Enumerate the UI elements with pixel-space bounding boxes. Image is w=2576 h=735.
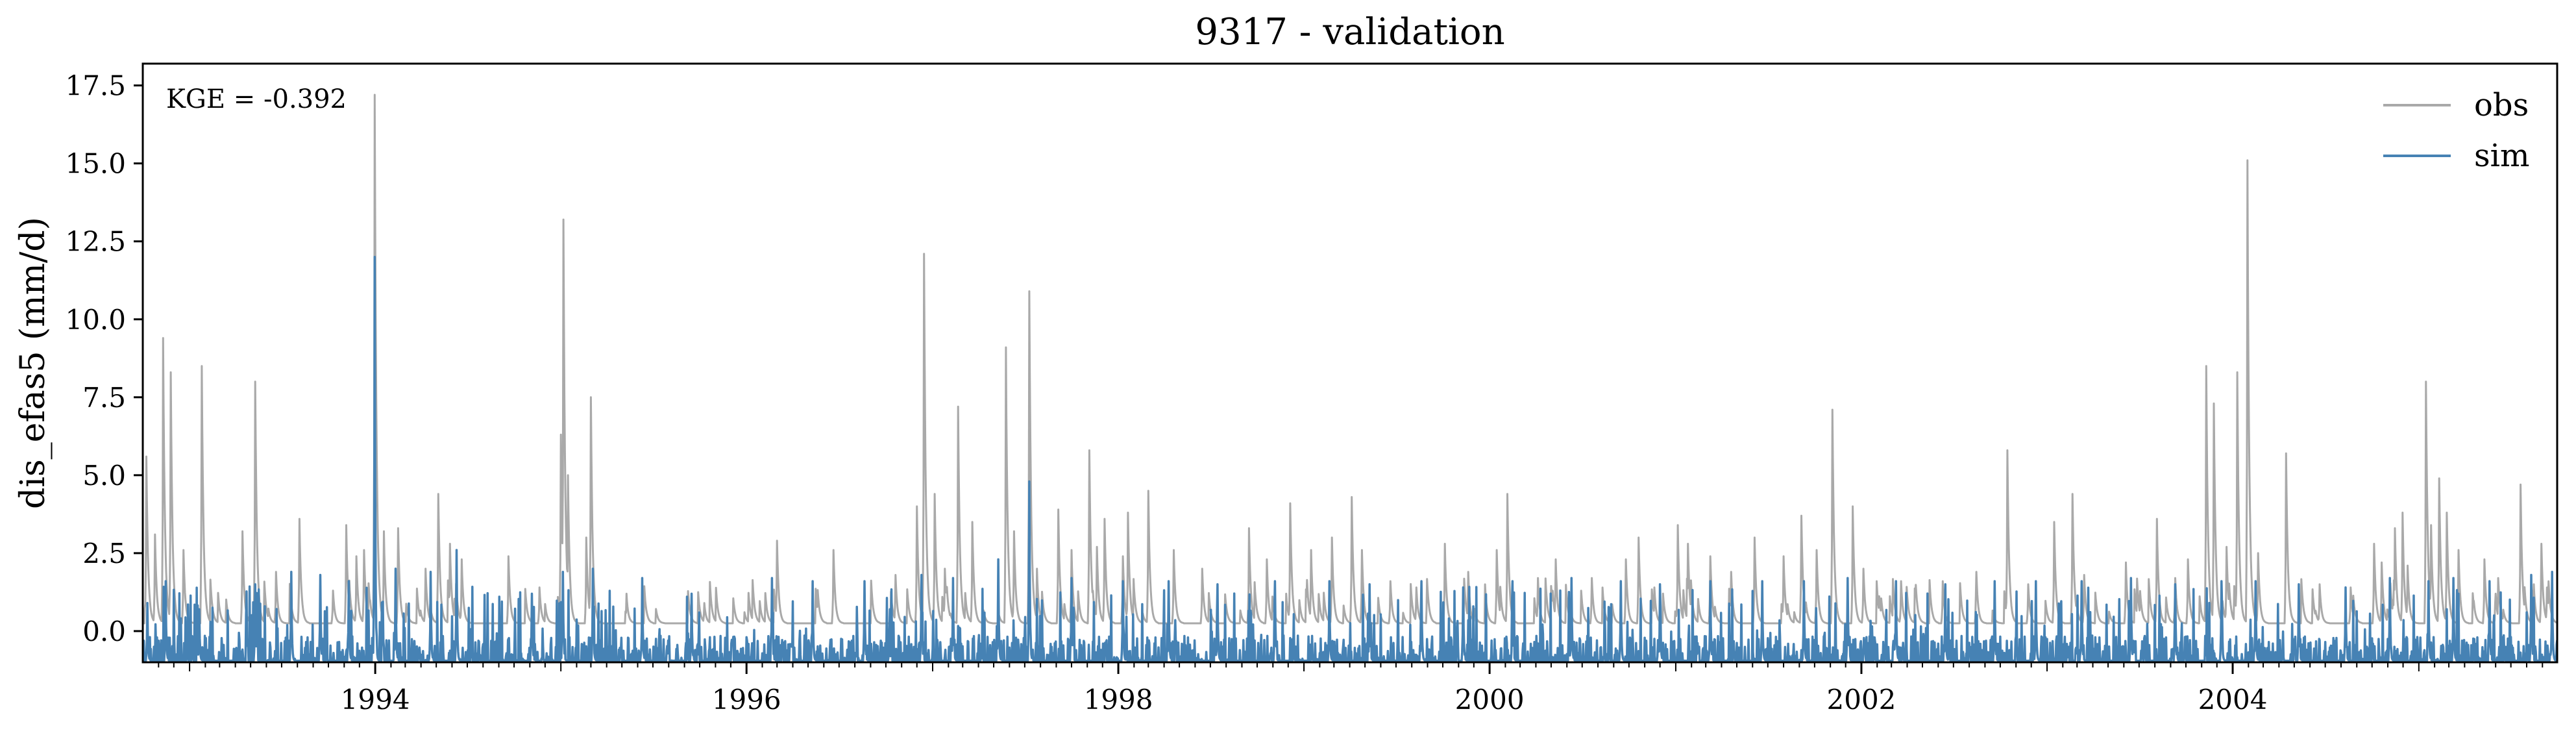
series-line-sim	[143, 255, 2557, 662]
x-tick-label: 2000	[1455, 684, 1525, 716]
legend-label-sim: sim	[2474, 138, 2530, 174]
legend: obs sim	[2383, 87, 2530, 174]
kge-annotation: KGE = -0.392	[166, 84, 347, 114]
y-tick-label: 17.5	[65, 70, 126, 102]
y-tick-label: 7.5	[82, 382, 126, 414]
x-axis: 1994 1996 1998 2000 2002 2004	[158, 662, 2544, 716]
y-tick-label: 10.0	[65, 304, 126, 336]
y-tick-label: 12.5	[65, 226, 126, 258]
y-axis: 0.0 2.5 5.0 7.5 10.0 12.5 15.0 17.5	[65, 70, 143, 647]
series-layer	[143, 93, 2557, 662]
y-tick-label: 0.0	[82, 616, 126, 647]
x-tick-label: 1994	[341, 684, 410, 716]
x-tick-label: 2004	[2198, 684, 2268, 716]
x-tick-label: 1996	[712, 684, 781, 716]
legend-label-obs: obs	[2474, 87, 2529, 123]
y-tick-label: 5.0	[82, 460, 126, 492]
y-tick-label: 2.5	[82, 538, 126, 569]
x-tick-label: 1998	[1084, 684, 1153, 716]
y-axis-label: dis_efas5 (mm/d)	[14, 217, 53, 509]
y-tick-label: 15.0	[65, 148, 126, 180]
x-tick-label: 2002	[1827, 684, 1896, 716]
chart-title: 9317 - validation	[1195, 11, 1504, 53]
